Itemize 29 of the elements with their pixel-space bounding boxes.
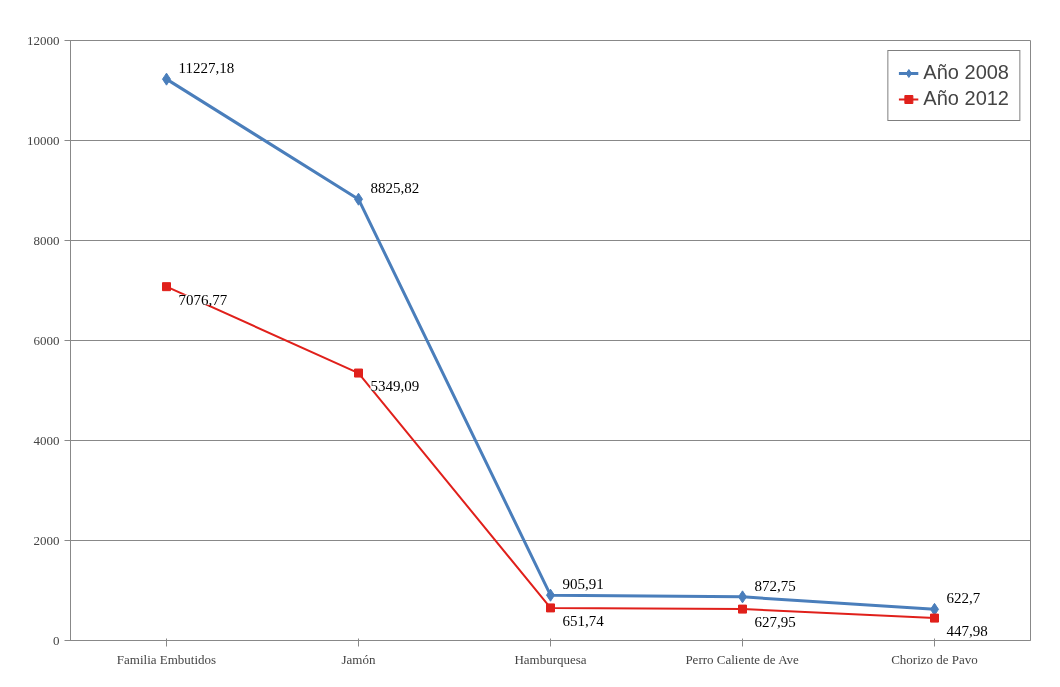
point: [930, 613, 939, 623]
data-label: 7076,77: [178, 291, 228, 308]
data-label: 5349,09: [370, 378, 420, 395]
data-label: 11227,18: [178, 60, 235, 77]
x-tick-label: Familia Embutidos: [116, 651, 217, 667]
y-tick-label: 10000: [27, 132, 60, 148]
data-label: 651,74: [562, 612, 605, 629]
y-tick-label: 2000: [33, 532, 60, 548]
y-tick-label: 8000: [33, 232, 60, 248]
data-label: 447,98: [946, 623, 988, 640]
x-tick-label: Perro Caliente de Ave: [685, 651, 800, 667]
y-tick-label: 4000: [33, 432, 60, 448]
y-tick-label: 6000: [33, 332, 60, 348]
data-label: 872,75: [754, 577, 796, 594]
legend-label: Año 2008: [923, 61, 1009, 84]
legend-label: Año 2012: [923, 87, 1009, 110]
data-label: 627,95: [754, 614, 796, 631]
x-tick-label: Chorizo de Pavo: [891, 651, 978, 667]
point: [738, 604, 747, 614]
y-tick-label: 0: [53, 632, 60, 648]
data-label: 622,7: [946, 590, 981, 607]
y-tick-label: 12000: [27, 32, 60, 48]
point: [162, 282, 171, 292]
point: [546, 603, 555, 613]
data-label: 8825,82: [370, 180, 420, 197]
data-label: 905,91: [562, 576, 604, 593]
x-tick-label: Jamón: [341, 651, 376, 667]
x-tick-label: Hamburquesa: [514, 651, 587, 667]
point: [354, 368, 363, 378]
